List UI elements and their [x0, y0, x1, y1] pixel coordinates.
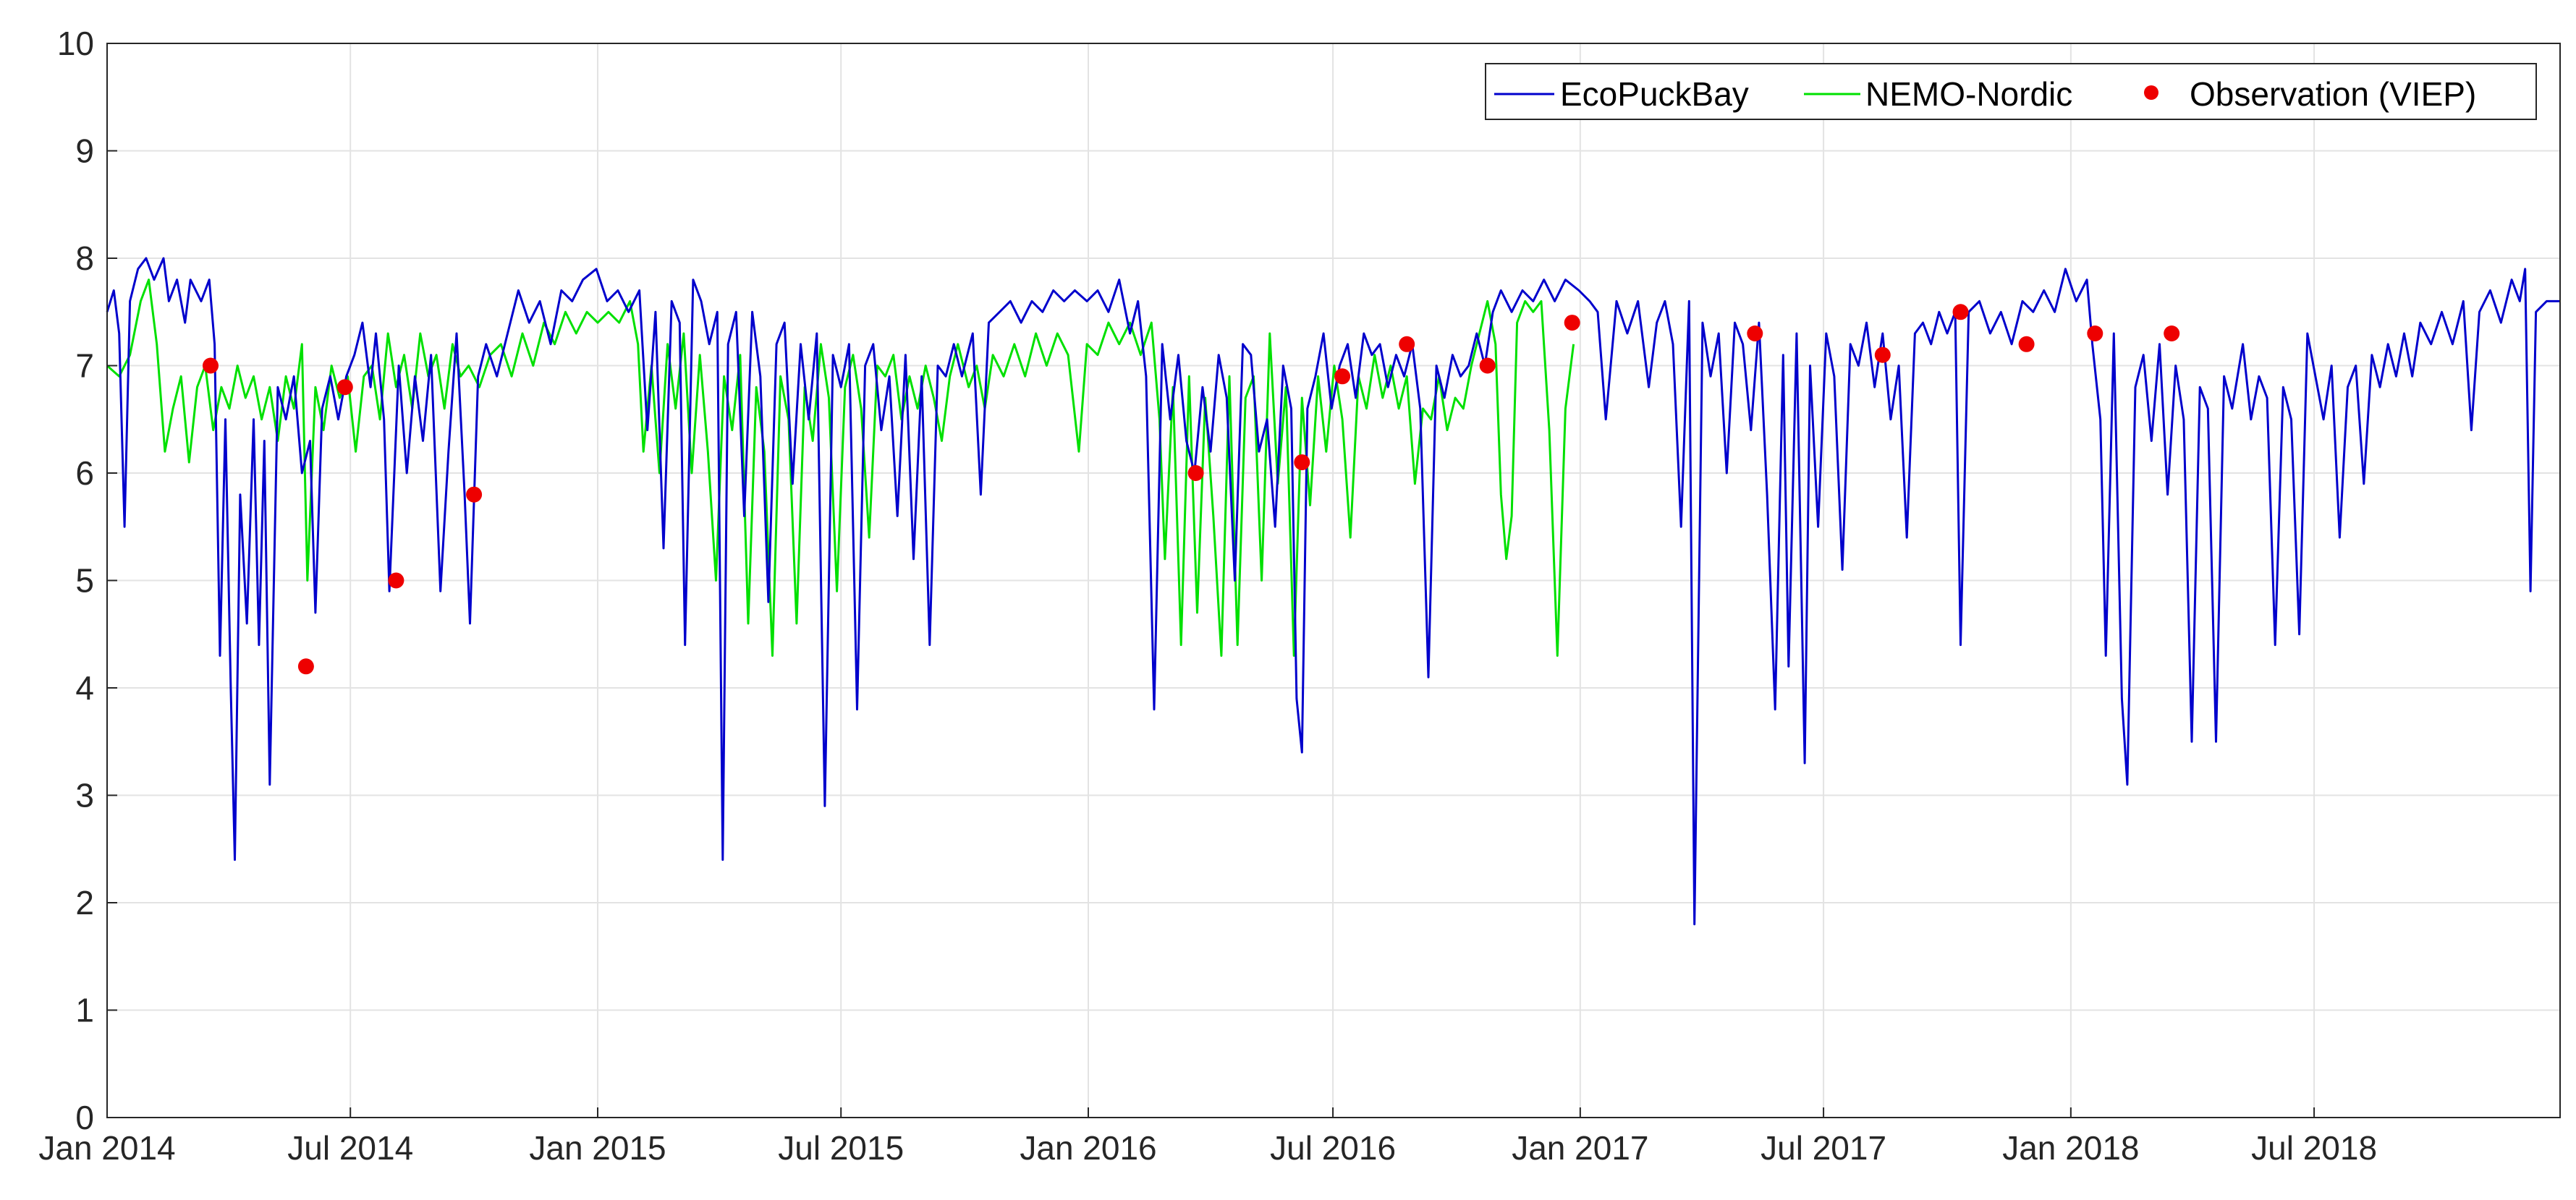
observation-point [203, 357, 219, 374]
y-tick-label: 0 [75, 1099, 94, 1136]
observation-point [1874, 346, 1891, 363]
legend: EcoPuckBay NEMO-Nordic Observation (VIEP… [1485, 63, 2537, 120]
observation-point [388, 572, 404, 589]
legend-swatch-observation [2144, 85, 2158, 100]
legend-box [1485, 63, 2537, 120]
observation-point [466, 486, 483, 503]
observation-point [1952, 304, 1969, 320]
series-line-ecopuckbay [106, 257, 2560, 926]
x-tick-label: Jan 2017 [1512, 1129, 1648, 1167]
x-tick-label: Jan 2015 [529, 1129, 666, 1167]
y-tick-label: 7 [75, 347, 94, 385]
y-tick-label: 10 [57, 25, 94, 62]
series-layer [106, 257, 2560, 926]
y-tick-label: 2 [75, 884, 94, 922]
y-tick-label: 6 [75, 454, 94, 492]
observation-point [2164, 325, 2180, 341]
observation-point [1334, 368, 1351, 385]
y-tick-label: 8 [75, 239, 94, 277]
observation-point [1564, 315, 1580, 331]
x-tick-label: Jul 2018 [2251, 1129, 2377, 1167]
legend-label-nemo-nordic: NEMO-Nordic [1865, 75, 2072, 113]
y-axis: 0 1 2 3 4 5 6 7 8 9 10 [57, 25, 117, 1136]
x-tick-label: Jul 2016 [1270, 1129, 1396, 1167]
observation-point [1747, 325, 1763, 341]
x-tick-label: Jan 2018 [2002, 1129, 2139, 1167]
x-tick-label: Jul 2014 [287, 1129, 413, 1167]
y-tick-label: 9 [75, 132, 94, 170]
x-tick-label: Jan 2014 [38, 1129, 175, 1167]
legend-label-ecopuckbay: EcoPuckBay [1560, 75, 1749, 113]
y-tick-label: 5 [75, 562, 94, 600]
observation-point [1399, 336, 1415, 352]
observation-point [1294, 454, 1310, 471]
x-tick-label: Jan 2016 [1020, 1129, 1156, 1167]
observation-point [1187, 465, 1204, 481]
x-tick-label: Jul 2015 [778, 1129, 904, 1167]
observation-point [2018, 336, 2035, 352]
observation-point [1479, 357, 1496, 374]
observation-point [336, 379, 353, 396]
observation-point [2087, 325, 2103, 341]
y-tick-label: 1 [75, 992, 94, 1029]
observation-point [297, 658, 314, 675]
x-tick-label: Jul 2017 [1761, 1129, 1886, 1167]
legend-label-observation: Observation (VIEP) [2190, 75, 2476, 113]
y-tick-label: 4 [75, 669, 94, 707]
y-tick-label: 3 [75, 777, 94, 814]
x-axis: Jan 2014 Jul 2014 Jan 2015 Jul 2015 Jan 2016… [38, 1107, 2377, 1167]
